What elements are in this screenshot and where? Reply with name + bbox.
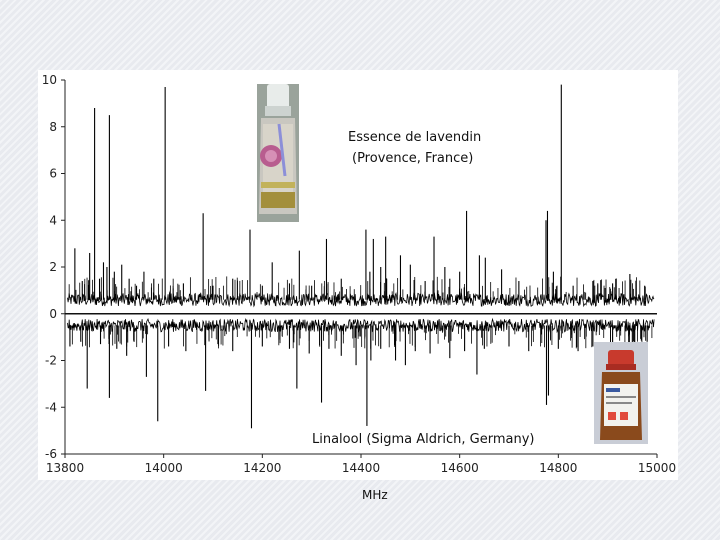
spectra-traces bbox=[67, 84, 655, 429]
reagent-bottle-icon bbox=[594, 342, 648, 444]
x-tick-label: 15000 bbox=[638, 461, 676, 475]
y-tick-label: 6 bbox=[49, 167, 57, 181]
x-tick-label: 14600 bbox=[441, 461, 479, 475]
plot-panel bbox=[38, 70, 678, 480]
y-tick-label: 8 bbox=[49, 120, 57, 134]
series-baseline bbox=[67, 317, 655, 334]
y-tick-label: 10 bbox=[42, 73, 57, 87]
y-tick-label: -6 bbox=[45, 447, 57, 461]
x-tick-label: 14800 bbox=[539, 461, 577, 475]
perfume-bottle-icon bbox=[257, 84, 299, 222]
x-tick-label: 13800 bbox=[46, 461, 84, 475]
y-tick-label: -2 bbox=[45, 354, 57, 368]
x-tick-label: 14200 bbox=[243, 461, 281, 475]
x-tick-label: 14000 bbox=[145, 461, 183, 475]
y-tick-label: -4 bbox=[45, 400, 57, 414]
annotation-top-line2: (Provence, France) bbox=[352, 151, 473, 166]
y-tick-label: 2 bbox=[49, 260, 57, 274]
series-bottom bbox=[67, 317, 655, 429]
annotation-bottom: Linalool (Sigma Aldrich, Germany) bbox=[312, 432, 534, 447]
annotation-top-line1: Essence de lavendin bbox=[348, 130, 481, 145]
y-tick-label: 0 bbox=[49, 307, 57, 321]
y-tick-label: 4 bbox=[49, 213, 57, 227]
x-axis-label: MHz bbox=[362, 488, 388, 502]
x-tick-label: 14400 bbox=[342, 461, 380, 475]
series-top bbox=[67, 84, 655, 308]
